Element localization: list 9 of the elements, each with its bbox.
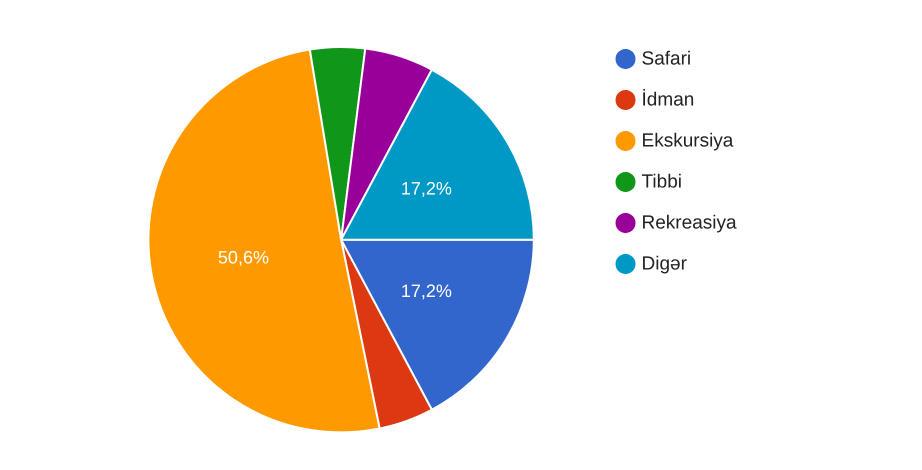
data-label: 17,2% [400,178,452,199]
data-label: 50,6% [218,248,269,268]
legend-label: Rekreasiya [642,212,737,234]
legend-label: İdman [642,88,694,110]
legend-label: Digər [642,254,688,274]
legend-label: Tibbi [642,172,682,192]
legend-label: Safari [642,48,692,70]
data-label: 17,2% [400,280,452,301]
legend-label: Ekskursiya [642,130,734,152]
